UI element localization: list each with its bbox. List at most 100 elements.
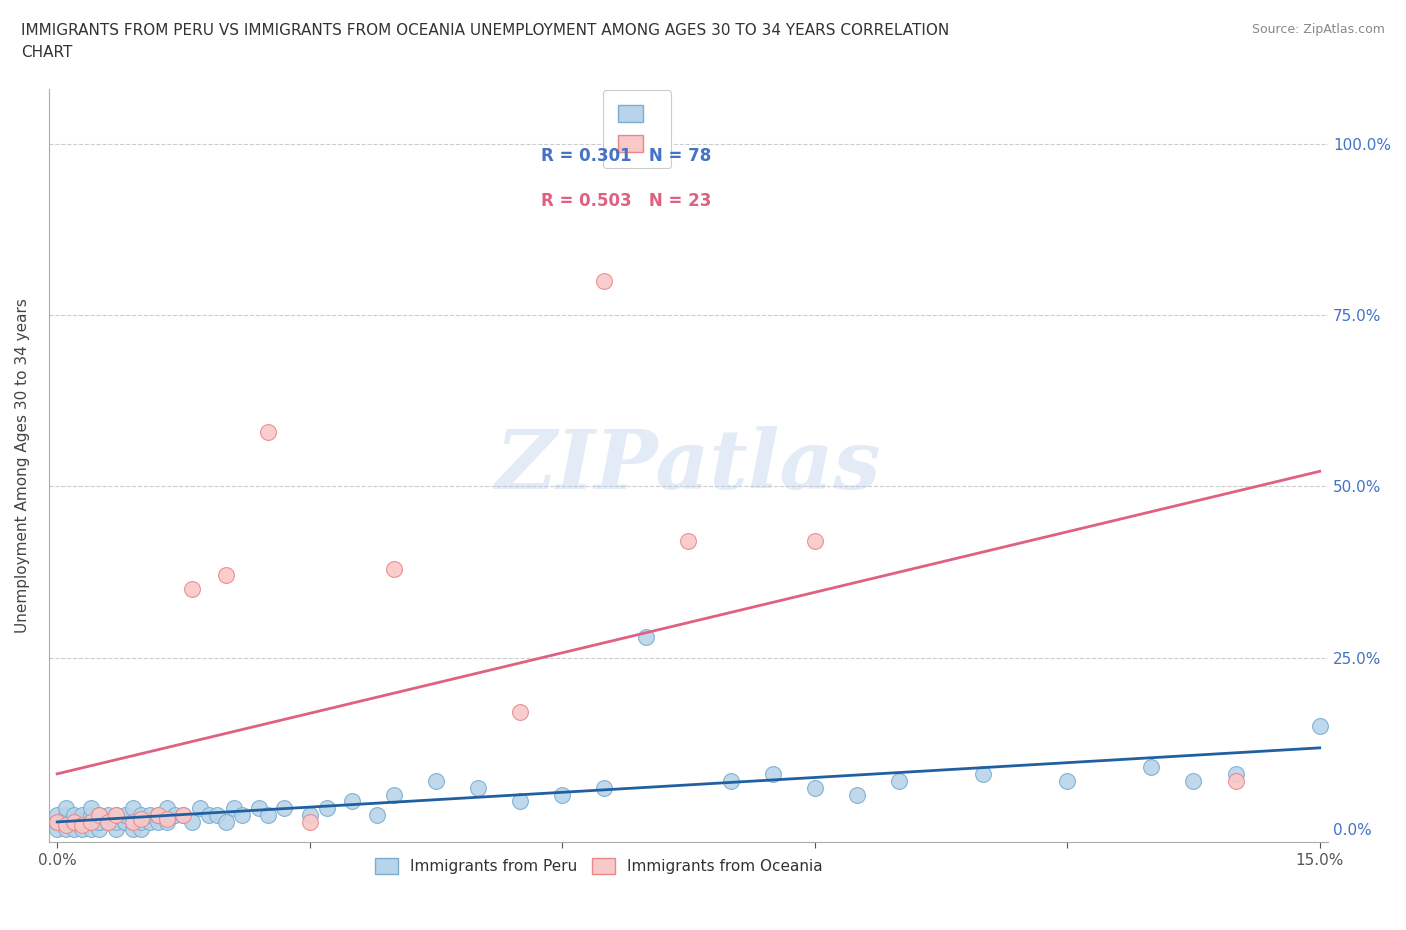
Point (298, 815, 321, 830)
Point (155, 815, 177, 830)
Point (887, 774, 910, 789)
Point (63, 807, 86, 822)
Point (1182, 774, 1205, 789)
Point (131, 811, 153, 826)
Point (46, 815, 69, 830)
Point (1056, 774, 1078, 789)
Point (131, 821, 153, 836)
Point (55, 807, 77, 822)
Point (72, 807, 94, 822)
Point (105, 807, 128, 822)
Point (273, 801, 295, 816)
Point (678, 534, 700, 549)
Text: R = 0.503   N = 23: R = 0.503 N = 23 (541, 193, 711, 210)
Point (146, 815, 169, 830)
Point (80, 821, 103, 836)
Point (425, 774, 447, 789)
Point (72, 821, 94, 836)
Point (55, 817, 77, 832)
Point (1225, 774, 1247, 789)
Point (366, 807, 388, 822)
Point (55, 821, 77, 836)
Point (163, 807, 186, 822)
Point (180, 582, 202, 597)
Point (131, 807, 153, 822)
Point (467, 780, 489, 795)
Point (315, 801, 337, 816)
Point (146, 807, 169, 822)
Point (762, 766, 785, 781)
Point (298, 807, 321, 822)
Point (114, 815, 136, 830)
Point (340, 794, 363, 809)
Point (97, 815, 120, 830)
Point (55, 801, 77, 816)
Point (172, 807, 194, 822)
Point (131, 815, 153, 830)
Point (720, 774, 742, 789)
Point (122, 801, 145, 816)
Point (55, 815, 77, 830)
Text: ZIPatlas: ZIPatlas (496, 426, 882, 506)
Text: CHART: CHART (21, 45, 73, 60)
Point (247, 801, 270, 816)
Point (139, 807, 162, 822)
Point (72, 815, 94, 830)
Point (222, 801, 245, 816)
Point (146, 807, 169, 822)
Text: Source: ZipAtlas.com: Source: ZipAtlas.com (1251, 23, 1385, 36)
Point (188, 801, 211, 816)
Point (114, 807, 136, 822)
Point (46, 807, 69, 822)
Point (1225, 766, 1247, 781)
Point (63, 815, 86, 830)
Point (89, 807, 111, 822)
Point (105, 821, 128, 836)
Point (139, 815, 162, 830)
Point (972, 766, 994, 781)
Point (97, 807, 120, 822)
Point (256, 807, 278, 822)
Point (89, 807, 111, 822)
Point (382, 561, 405, 576)
Point (122, 815, 145, 830)
Point (509, 794, 531, 809)
Point (46, 821, 69, 836)
Point (97, 815, 120, 830)
Point (72, 815, 94, 830)
Legend: Immigrants from Peru, Immigrants from Oceania: Immigrants from Peru, Immigrants from Oc… (368, 852, 830, 880)
Point (636, 630, 658, 644)
Y-axis label: Unemployment Among Ages 30 to 34 years: Unemployment Among Ages 30 to 34 years (15, 299, 30, 633)
Point (122, 815, 145, 830)
Point (1309, 719, 1331, 734)
Text: IMMIGRANTS FROM PERU VS IMMIGRANTS FROM OCEANIA UNEMPLOYMENT AMONG AGES 30 TO 34: IMMIGRANTS FROM PERU VS IMMIGRANTS FROM … (21, 23, 949, 38)
Point (89, 815, 111, 830)
Point (382, 787, 405, 802)
Point (214, 568, 236, 583)
Point (63, 815, 86, 830)
Point (46, 815, 69, 830)
Point (105, 815, 128, 830)
Point (80, 815, 103, 830)
Point (551, 787, 574, 802)
Point (89, 815, 111, 830)
Point (205, 807, 228, 822)
Point (803, 780, 825, 795)
Point (593, 273, 616, 288)
Text: R = 0.301   N = 78: R = 0.301 N = 78 (541, 147, 711, 165)
Point (214, 815, 236, 830)
Point (509, 705, 531, 720)
Point (114, 815, 136, 830)
Point (80, 815, 103, 830)
Point (155, 801, 177, 816)
Point (155, 811, 177, 826)
Point (1140, 760, 1163, 775)
Point (231, 807, 253, 822)
Point (180, 815, 202, 830)
Point (105, 807, 128, 822)
Point (80, 807, 103, 822)
Point (593, 780, 616, 795)
Point (89, 821, 111, 836)
Point (80, 801, 103, 816)
Point (97, 815, 120, 830)
